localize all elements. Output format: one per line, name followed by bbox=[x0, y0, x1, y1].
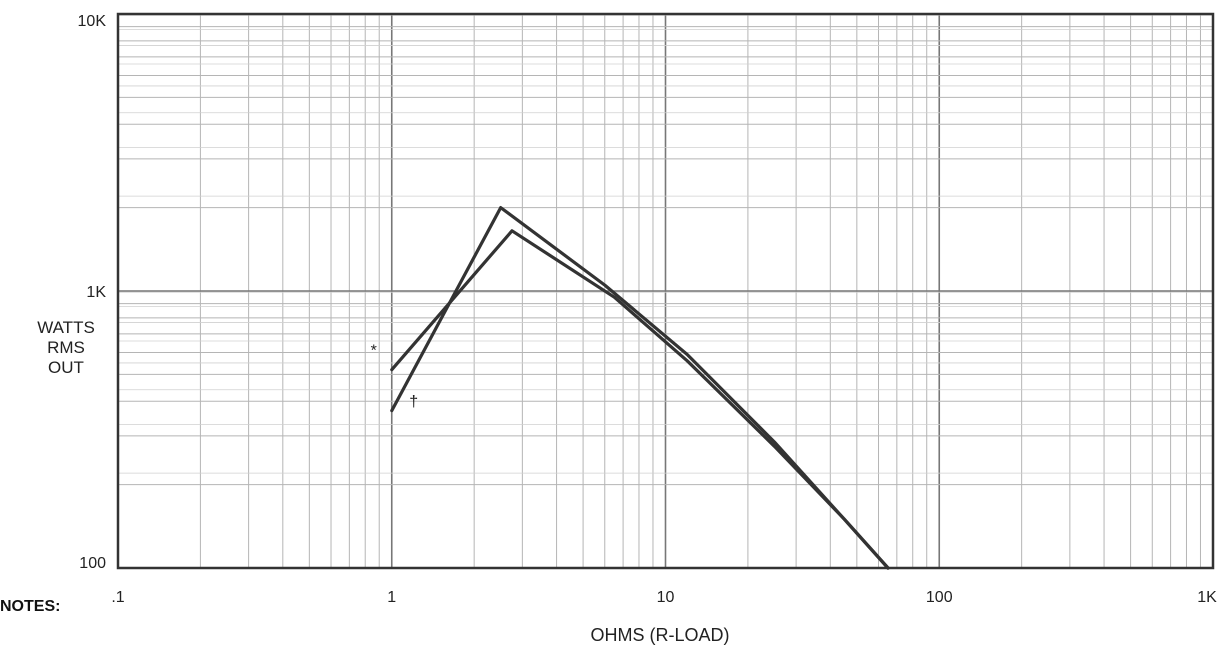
x-tick-label: 1K bbox=[1197, 589, 1217, 606]
x-axis-label: OHMS (R-LOAD) bbox=[591, 625, 730, 645]
y-tick-label: 10K bbox=[78, 13, 107, 30]
series-marker-1: * bbox=[371, 343, 377, 360]
x-tick-label: 10 bbox=[657, 589, 675, 606]
series-line-2 bbox=[390, 206, 890, 570]
y-axis-label-line-2: RMS bbox=[47, 338, 85, 357]
x-axis-ticks: .1 1 10 100 1K bbox=[111, 589, 1217, 606]
grid bbox=[118, 14, 1213, 568]
plot-frame bbox=[116, 12, 1215, 570]
notes-title: NOTES: bbox=[0, 598, 61, 615]
y-tick-label: 100 bbox=[79, 555, 106, 572]
series-line-1 bbox=[390, 229, 890, 570]
x-tick-label: 100 bbox=[926, 589, 953, 606]
y-tick-label: 1K bbox=[86, 284, 106, 301]
x-tick-label: 1 bbox=[387, 589, 396, 606]
y-axis-label-line-3: OUT bbox=[48, 358, 84, 377]
y-axis-label-line-1: WATTS bbox=[37, 318, 95, 337]
series-markers: *† bbox=[371, 343, 419, 411]
series-marker-2: † bbox=[409, 394, 418, 411]
series-layer bbox=[390, 206, 890, 570]
y-axis-ticks: 100 1K 10K bbox=[78, 13, 107, 572]
x-tick-label: .1 bbox=[111, 589, 124, 606]
